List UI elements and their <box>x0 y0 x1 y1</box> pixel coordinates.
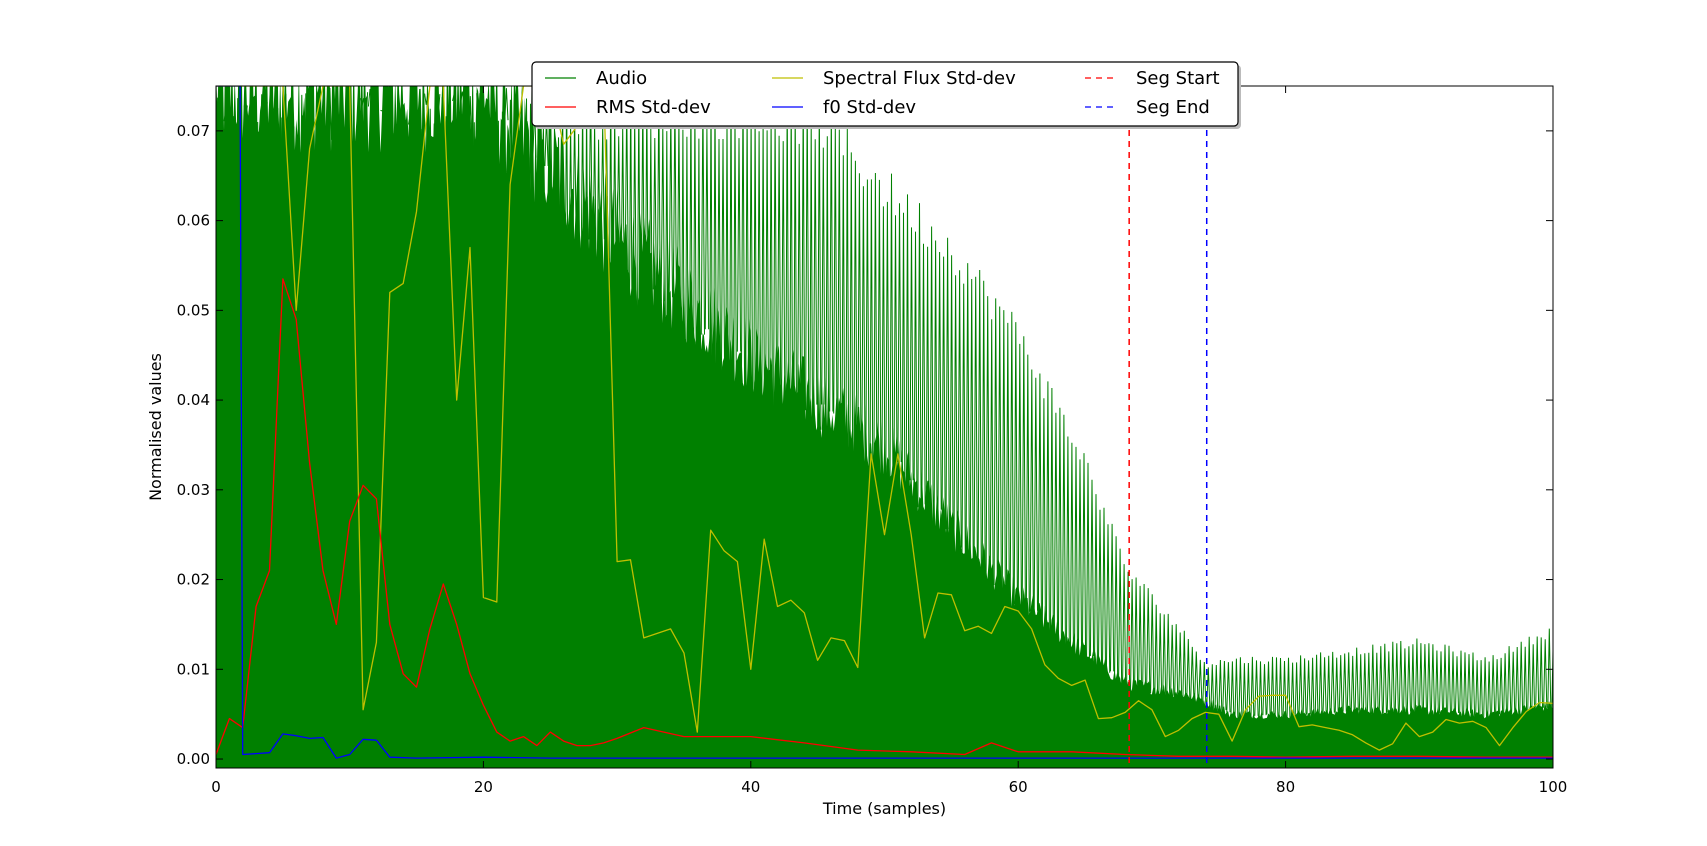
y-tick-label: 0.00 <box>177 750 210 768</box>
y-axis-label: Normalised values <box>146 353 165 501</box>
x-tick-label: 0 <box>211 778 221 796</box>
series-line-rms-std-dev <box>216 278 1553 758</box>
y-tick-label: 0.01 <box>177 660 210 678</box>
y-tick-label: 0.04 <box>177 391 210 409</box>
y-tick-label: 0.02 <box>177 571 210 589</box>
y-tick-label: 0.03 <box>177 481 210 499</box>
y-tick-label: 0.05 <box>177 301 210 319</box>
audio-waveform <box>216 86 1553 768</box>
audio-body <box>216 86 1553 768</box>
x-tick-label: 80 <box>1276 778 1295 796</box>
series-lines <box>216 86 1553 759</box>
x-tick-label: 60 <box>1009 778 1028 796</box>
legend-label: Seg End <box>1136 97 1210 118</box>
x-tick-label: 20 <box>474 778 493 796</box>
plot-area <box>216 86 1553 768</box>
legend-box <box>531 61 1239 127</box>
y-tick-label: 0.06 <box>177 212 210 230</box>
legend-label: Spectral Flux Std-dev <box>823 68 1016 89</box>
series-line-spectral-flux-std-dev <box>216 86 1553 751</box>
segment-markers <box>1128 86 1208 768</box>
legend-label: Seg Start <box>1136 68 1220 89</box>
x-tick-label: 100 <box>1539 778 1568 796</box>
x-tick-label: 40 <box>741 778 760 796</box>
legend-label: f0 Std-dev <box>823 97 916 118</box>
axis-ticks: 0 20 40 60 80 100 0.00 0.01 0.02 0.03 0.04 0.05 0.06… <box>177 86 1568 796</box>
x-axis-label: Time (samples) <box>822 799 946 818</box>
legend-label: Audio <box>596 68 647 89</box>
series-line-f0-std-dev <box>216 86 1553 759</box>
legend-label: RMS Std-dev <box>596 97 711 118</box>
legend: Audio RMS Std-dev Spectral Flux Std-dev f0 … <box>531 61 1241 129</box>
y-tick-label: 0.07 <box>177 122 210 140</box>
